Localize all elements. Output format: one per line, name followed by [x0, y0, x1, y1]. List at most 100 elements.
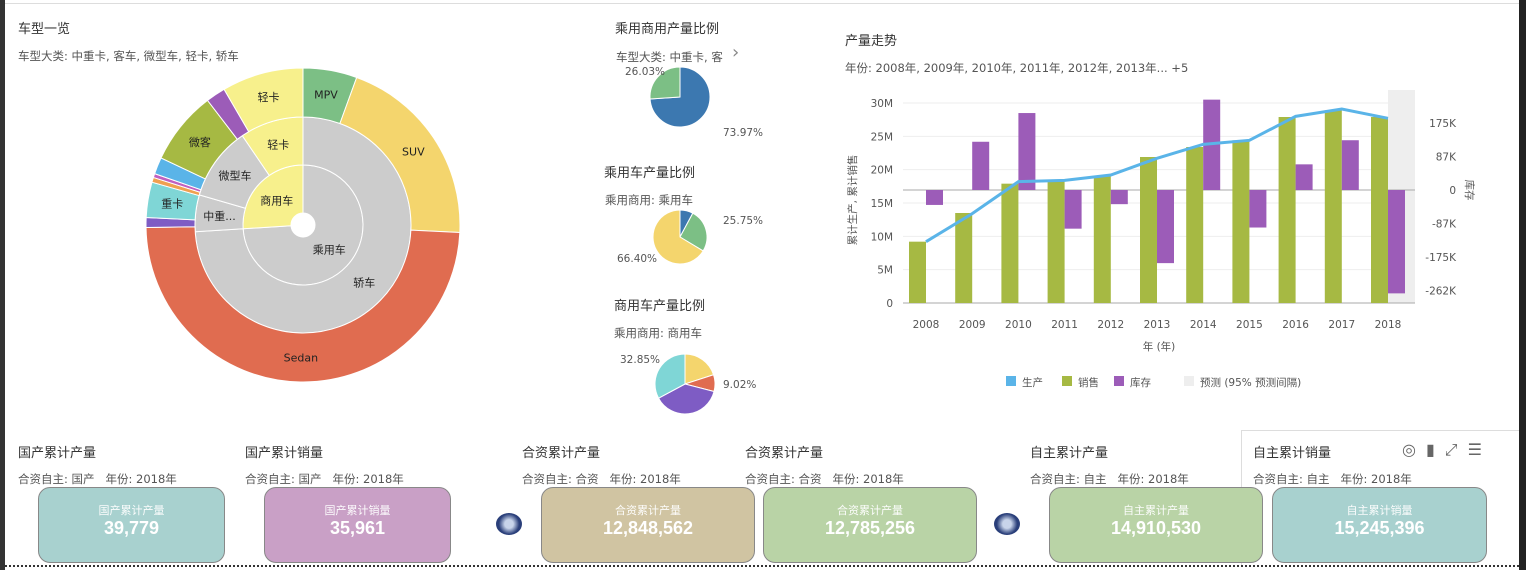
pie-slice[interactable] [657, 383, 715, 415]
pie-percent-label: 26.03% [625, 66, 665, 78]
inventory-bar[interactable] [1110, 190, 1128, 205]
brand-logo-icon [496, 513, 522, 535]
legend-swatch [1006, 376, 1016, 386]
legend-swatch [1062, 376, 1072, 386]
pie2-filter[interactable]: 乘用商用: 乘用车 [605, 193, 694, 207]
kpi-filter[interactable]: 合资自主: 合资 年份: 2018年 [745, 472, 904, 486]
sales-bar[interactable] [1232, 140, 1250, 303]
bottom-dotted-border [5, 565, 1519, 567]
pie-slice[interactable] [649, 66, 681, 100]
sales-bar[interactable] [1371, 117, 1388, 303]
sales-bar[interactable] [909, 241, 926, 303]
kpi-title: 自主累计产量 [1030, 446, 1109, 461]
kpi-filter[interactable]: 合资自主: 合资 年份: 2018年 [522, 472, 681, 486]
kpi-title: 自主累计销量 [1253, 446, 1332, 461]
pie-slice[interactable] [654, 353, 686, 399]
x-tick-label: 2014 [1190, 319, 1217, 331]
sunburst-segment[interactable] [223, 67, 304, 133]
chevron-right-icon[interactable]: › [732, 42, 740, 63]
x-tick-label: 2012 [1097, 319, 1124, 331]
kpi-card[interactable]: 国产累计销量 35,961 [264, 487, 451, 563]
pie2-title: 乘用车产量比例 [604, 166, 696, 181]
kpi-filter[interactable]: 合资自主: 国产 年份: 2018年 [245, 472, 404, 486]
pie-percent-label: 9.02% [723, 379, 756, 391]
trend-chart[interactable]: 0 5M 10M 15M 20M 25M 30M 175K 87K 0 -87K -175K -262K… [840, 80, 1520, 400]
legend-item[interactable]: 预测 (95% 预测间隔) [1200, 376, 1301, 389]
sales-bar[interactable] [1140, 157, 1157, 303]
sales-bar[interactable] [1093, 175, 1111, 303]
y2-tick-label: 87K [1436, 152, 1457, 164]
sales-bar[interactable] [1001, 183, 1019, 303]
kpi-card[interactable]: 合资累计产量 12,848,562 [541, 487, 755, 563]
sales-bar[interactable] [1186, 147, 1204, 303]
pie-percent-label: 25.75% [723, 215, 763, 227]
kpi-card[interactable]: 自主累计销量 15,245,396 [1272, 487, 1487, 563]
x-tick-label: 2009 [959, 319, 986, 331]
pie-slice[interactable] [684, 353, 715, 385]
y2-tick-label: 175K [1429, 118, 1457, 130]
y2-tick-label: -87K [1432, 219, 1457, 231]
pie1-filter[interactable]: 车型大类: 中重卡, 客 [616, 50, 723, 64]
sunburst-title: 车型一览 [18, 22, 71, 37]
inventory-bar[interactable] [972, 141, 990, 190]
x-tick-label: 2013 [1144, 319, 1171, 331]
y-tick-label: 25M [871, 131, 893, 143]
kpi-filter[interactable]: 合资自主: 自主 年份: 2018年 [1030, 472, 1189, 486]
expand-icon[interactable]: ⤢ [1444, 440, 1458, 459]
target-icon[interactable]: ◎ [1402, 440, 1416, 459]
x-tick-label: 2010 [1005, 319, 1032, 331]
pie-slice[interactable] [679, 212, 708, 252]
sunburst-filter[interactable]: 车型大类: 中重卡, 客车, 微型车, 轻卡, 轿车 [18, 49, 239, 63]
legend-item[interactable]: 库存 [1130, 376, 1152, 389]
top-divider [5, 3, 1519, 4]
kpi-card-label: 自主累计产量 [1123, 504, 1189, 517]
production-line[interactable] [925, 107, 1389, 243]
x-tick-label: 2011 [1051, 319, 1078, 331]
kpi-filter[interactable]: 合资自主: 国产 年份: 2018年 [18, 472, 177, 486]
y-tick-label: 10M [871, 231, 893, 243]
trend-filter[interactable]: 年份: 2008年, 2009年, 2010年, 2011年, 2012年, 2… [845, 61, 1189, 75]
pie-slice[interactable] [652, 209, 704, 265]
kpi-card-label: 国产累计产量 [98, 504, 165, 517]
inventory-bar[interactable] [1064, 190, 1082, 229]
sunburst-label: 中重... [203, 209, 236, 223]
y2-tick-label: 0 [1449, 185, 1456, 197]
sales-bar[interactable] [1047, 181, 1065, 303]
kpi-card-label: 合资累计产量 [837, 504, 903, 517]
kpi-card[interactable]: 国产累计产量 39,779 [38, 487, 225, 563]
trend-title: 产量走势 [845, 34, 898, 49]
inventory-bar[interactable] [1388, 190, 1405, 294]
sales-bar[interactable] [1324, 110, 1342, 303]
x-axis-title: 年 (年) [1143, 340, 1176, 353]
inventory-bar[interactable] [1295, 164, 1313, 190]
legend-item[interactable]: 生产 [1022, 376, 1043, 389]
kpi-title: 合资累计产量 [745, 446, 824, 461]
inventory-bar[interactable] [1341, 140, 1359, 190]
inventory-bar[interactable] [1018, 113, 1036, 190]
inventory-bar[interactable] [1157, 190, 1174, 264]
bar-chart-icon[interactable]: ▮ [1425, 440, 1435, 459]
kpi-card-value: 35,961 [329, 518, 386, 538]
legend-item[interactable]: 销售 [1078, 376, 1099, 389]
x-tick-label: 2015 [1236, 319, 1263, 331]
sunburst-segment[interactable] [145, 226, 461, 383]
kpi-card[interactable]: 自主累计产量 14,910,530 [1049, 487, 1263, 563]
x-tick-label: 2018 [1375, 319, 1402, 331]
sales-bar[interactable] [1278, 117, 1296, 303]
sales-bar[interactable] [955, 213, 973, 303]
kpi-card[interactable]: 合资累计产量 12,785,256 [763, 487, 977, 563]
pie-slice[interactable] [649, 66, 711, 128]
pie3-filter[interactable]: 乘用商用: 商用车 [614, 326, 703, 340]
legend-swatch [1114, 376, 1124, 386]
kpi-card-value: 12,848,562 [602, 518, 694, 538]
kpi-card-value: 39,779 [103, 518, 160, 538]
kpi-filter[interactable]: 合资自主: 自主 年份: 2018年 [1253, 472, 1412, 486]
pie-charts[interactable]: 73.97% 26.03% 25.75% 66.40% 9.02% 32.85% [590, 0, 840, 420]
inventory-bar[interactable] [926, 190, 943, 205]
sunburst-label: MPV [314, 89, 338, 102]
inventory-bar[interactable] [1249, 190, 1267, 228]
sunburst-label: SUV [402, 146, 425, 159]
y-tick-label: 20M [871, 165, 893, 177]
menu-icon[interactable]: ☰ [1467, 440, 1482, 459]
